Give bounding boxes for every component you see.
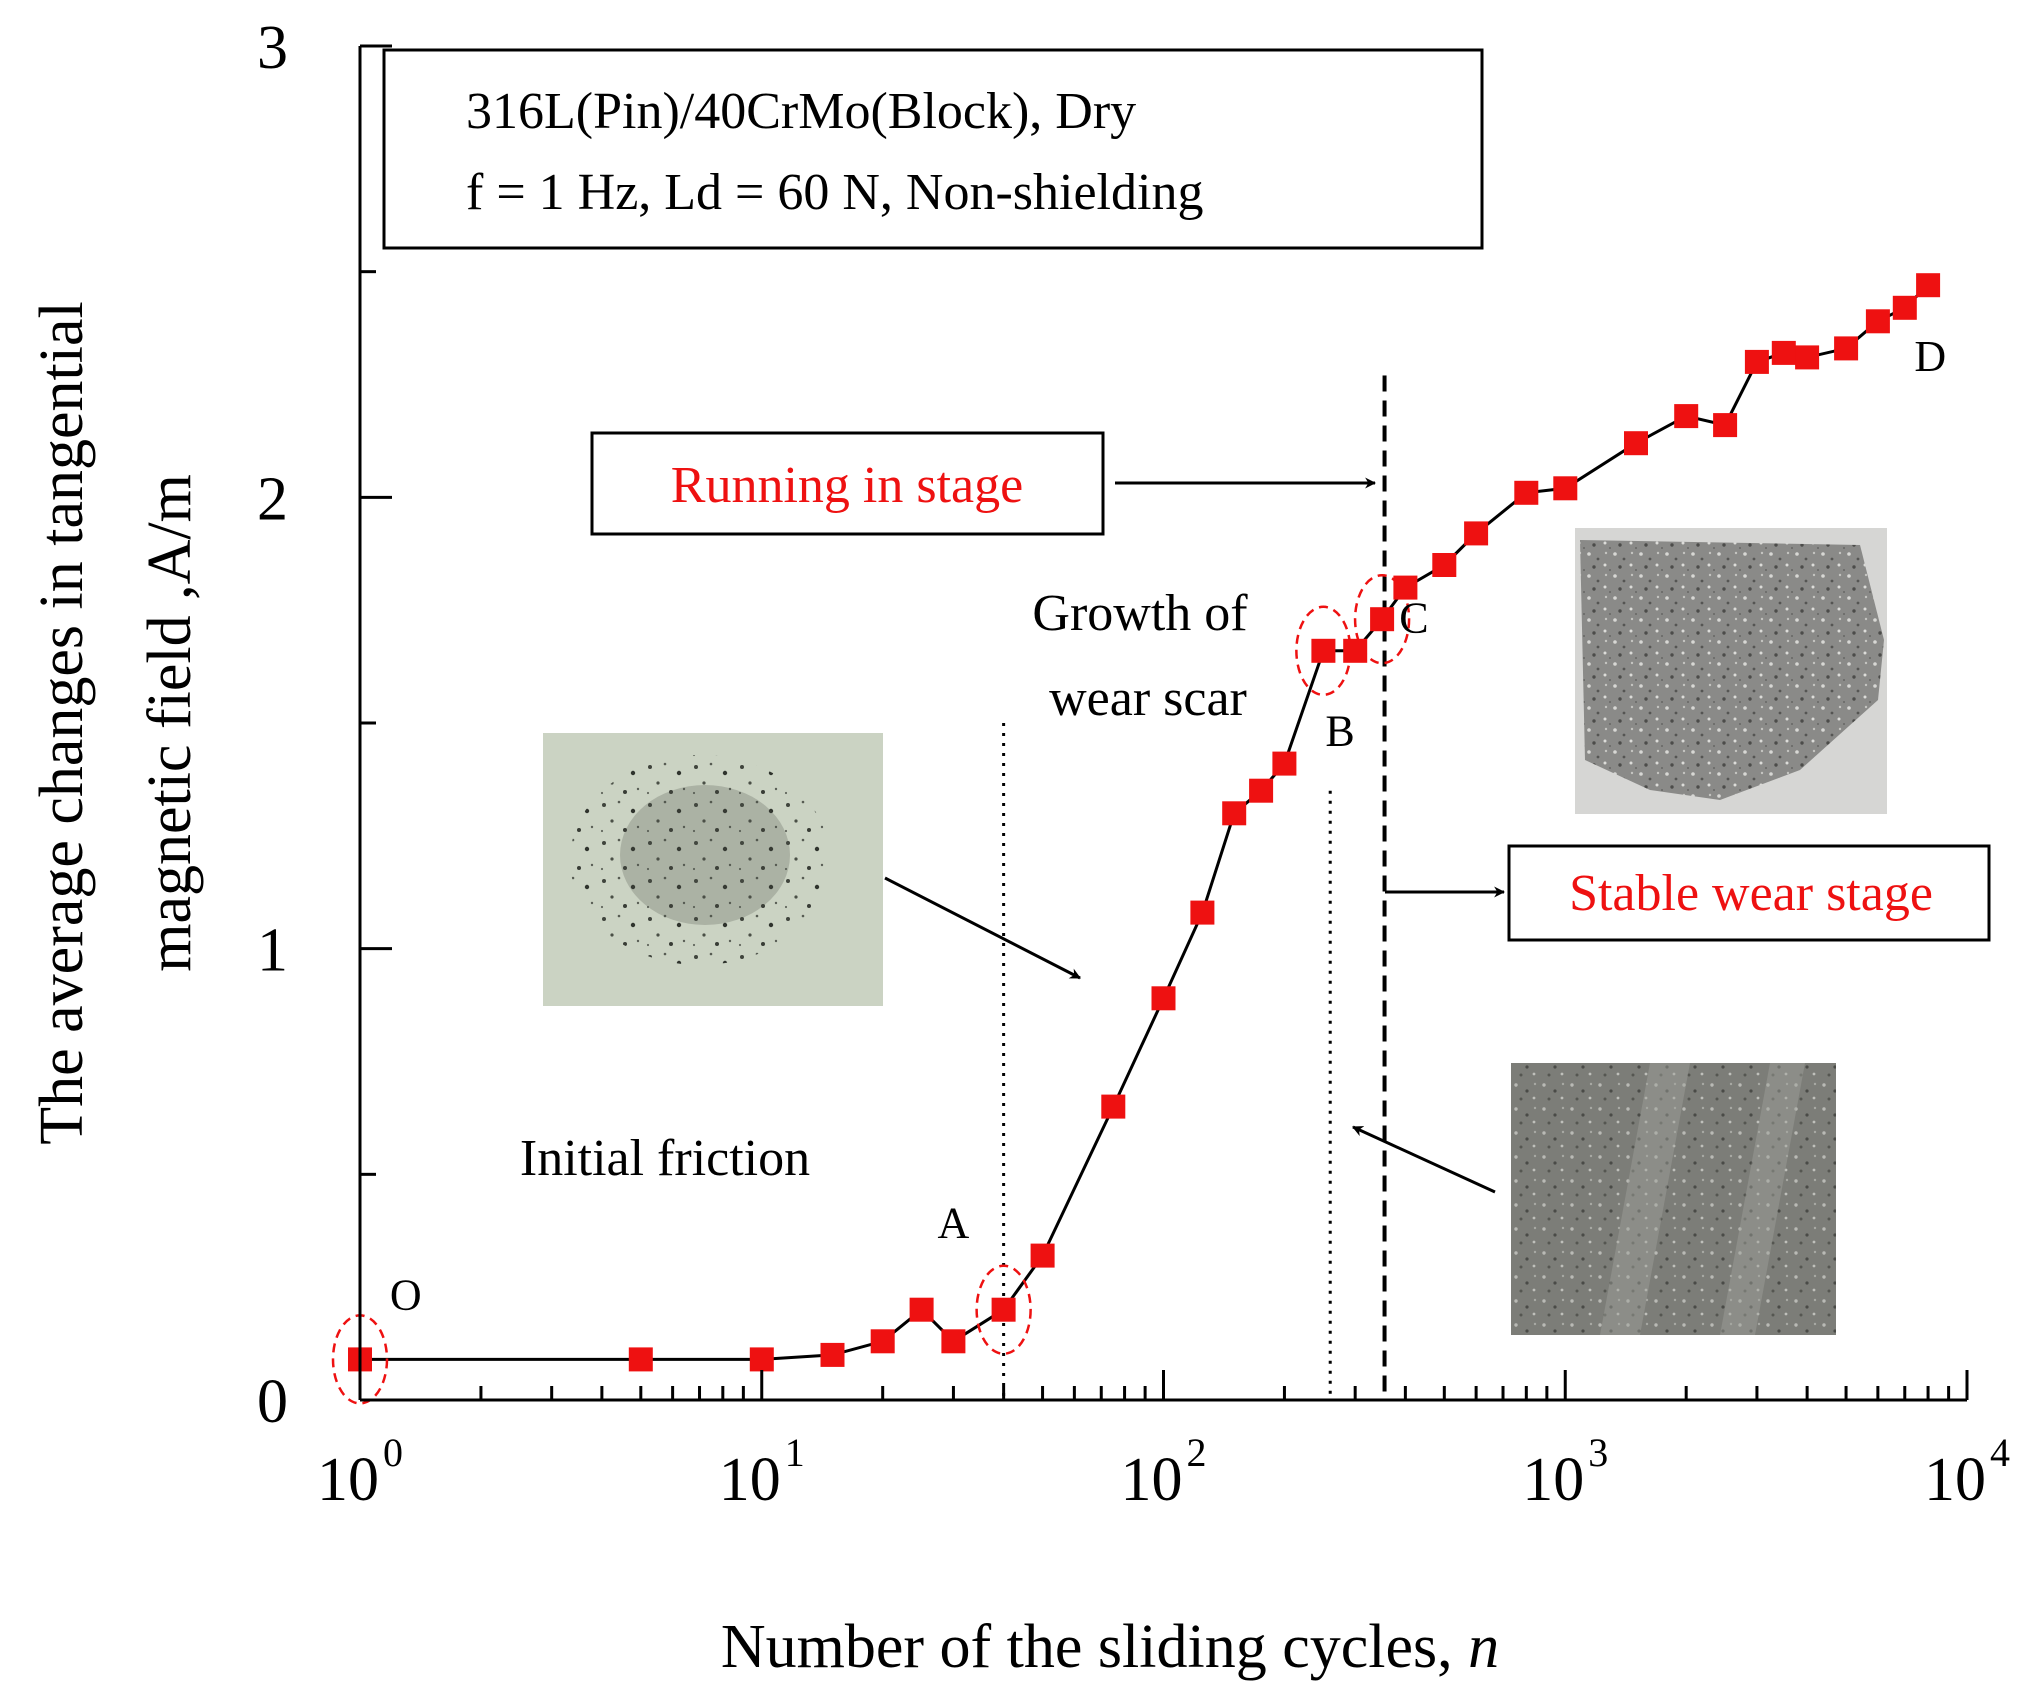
growth-of-wear-scar-line2: wear scar — [1049, 670, 1247, 727]
data-point — [870, 1329, 895, 1354]
data-point — [1744, 349, 1769, 374]
point-label-o: O — [390, 1271, 422, 1320]
data-point — [1514, 480, 1539, 505]
micrograph-initial-debris — [543, 733, 883, 1006]
x-axis-title: Number of the sliding cycles, n — [721, 1613, 1499, 1681]
stage-boundary-lines — [1002, 375, 1387, 1400]
point-labels: O A B C D — [390, 332, 1946, 1320]
y-tick-label: 0 — [257, 1368, 288, 1436]
x-ticks: 10 0 10 1 10 2 10 3 10 4 — [317, 1370, 2010, 1514]
micrograph-stable-debris — [1575, 528, 1887, 814]
data-point — [820, 1342, 845, 1367]
x-tick-label-exponent: 4 — [1990, 1430, 2010, 1475]
growth-of-wear-scar-line1: Growth of — [1032, 585, 1248, 642]
y-axis-title-line2: magnetic field ,A/m — [136, 474, 204, 972]
x-tick-label: 10 — [1522, 1446, 1584, 1514]
data-point — [1370, 607, 1395, 632]
data-point — [991, 1297, 1016, 1322]
highlight-ellipse-4 — [1353, 573, 1411, 665]
data-point — [1771, 340, 1796, 365]
stable-wear-stage-box: Stable wear stage — [1507, 844, 1991, 942]
data-point — [1713, 413, 1738, 438]
data-point — [628, 1347, 653, 1372]
data-point — [1030, 1243, 1055, 1268]
info-box-frame — [382, 48, 1484, 250]
initial-friction-label: Initial friction — [520, 1130, 810, 1187]
data-point — [1865, 309, 1890, 334]
y-tick-label: 3 — [257, 14, 288, 82]
x-tick-label-exponent: 0 — [383, 1430, 403, 1475]
x-tick-label-exponent: 2 — [1187, 1430, 1207, 1475]
x-tick-label: 10 — [719, 1446, 781, 1514]
micrograph-growth-debris — [1511, 1063, 1836, 1335]
y-tick-label: 2 — [257, 465, 288, 533]
stable-wear-stage-label: Stable wear stage — [1569, 865, 1933, 922]
data-point — [1272, 751, 1297, 776]
info-box-line1: 316L(Pin)/40CrMo(Block), Dry — [466, 83, 1136, 140]
x-tick-label-exponent: 3 — [1588, 1430, 1608, 1475]
data-point — [941, 1329, 966, 1354]
data-point — [1393, 575, 1418, 600]
x-tick-label: 10 — [317, 1446, 379, 1514]
x-axis-title-variable: n — [1468, 1613, 1499, 1681]
data-point — [1343, 638, 1368, 663]
data-point — [1101, 1094, 1126, 1119]
y-axis-title: The average changes in tangential magnet… — [28, 301, 204, 1144]
data-point — [1432, 553, 1457, 577]
data-points — [348, 273, 1941, 1372]
point-label-b: B — [1325, 707, 1354, 756]
point-label-c: C — [1399, 594, 1428, 643]
data-point — [1795, 345, 1820, 370]
data-point — [1674, 404, 1699, 429]
data-point — [1553, 476, 1578, 501]
data-point — [1311, 638, 1336, 663]
y-axis-title-line1: The average changes in tangential — [28, 301, 96, 1144]
data-point — [749, 1347, 774, 1372]
y-tick-label: 1 — [257, 917, 288, 985]
data-point — [1916, 273, 1941, 298]
data-point — [1624, 431, 1648, 456]
point-label-d: D — [1914, 332, 1946, 381]
info-box: 316L(Pin)/40CrMo(Block), Dry f = 1 Hz, L… — [382, 48, 1484, 250]
data-point — [1190, 900, 1215, 925]
info-box-line2: f = 1 Hz, Ld = 60 N, Non-shielding — [466, 164, 1203, 221]
running-in-stage-label: Running in stage — [671, 457, 1023, 514]
running-in-stage-box: Running in stage — [590, 431, 1105, 536]
highlight-ellipse-2 — [975, 1264, 1032, 1355]
data-point — [1834, 336, 1859, 361]
y-ticks: 0 1 2 3 — [257, 14, 392, 1436]
x-tick-label-exponent: 1 — [785, 1430, 805, 1475]
annotation-arrows — [884, 477, 1506, 1194]
point-label-a: A — [938, 1199, 970, 1248]
arrow-growth-debris — [1351, 1125, 1496, 1194]
data-point — [1151, 986, 1176, 1011]
x-tick-label: 10 — [1924, 1446, 1986, 1514]
arrow-initial-debris — [884, 876, 1081, 980]
x-tick-label: 10 — [1121, 1446, 1183, 1514]
data-point — [1249, 778, 1274, 803]
data-point — [1222, 801, 1247, 826]
data-point — [1892, 295, 1917, 320]
x-axis-title-text: Number of the sliding cycles, — [721, 1613, 1468, 1681]
data-point — [1464, 521, 1489, 546]
data-point — [909, 1297, 934, 1322]
